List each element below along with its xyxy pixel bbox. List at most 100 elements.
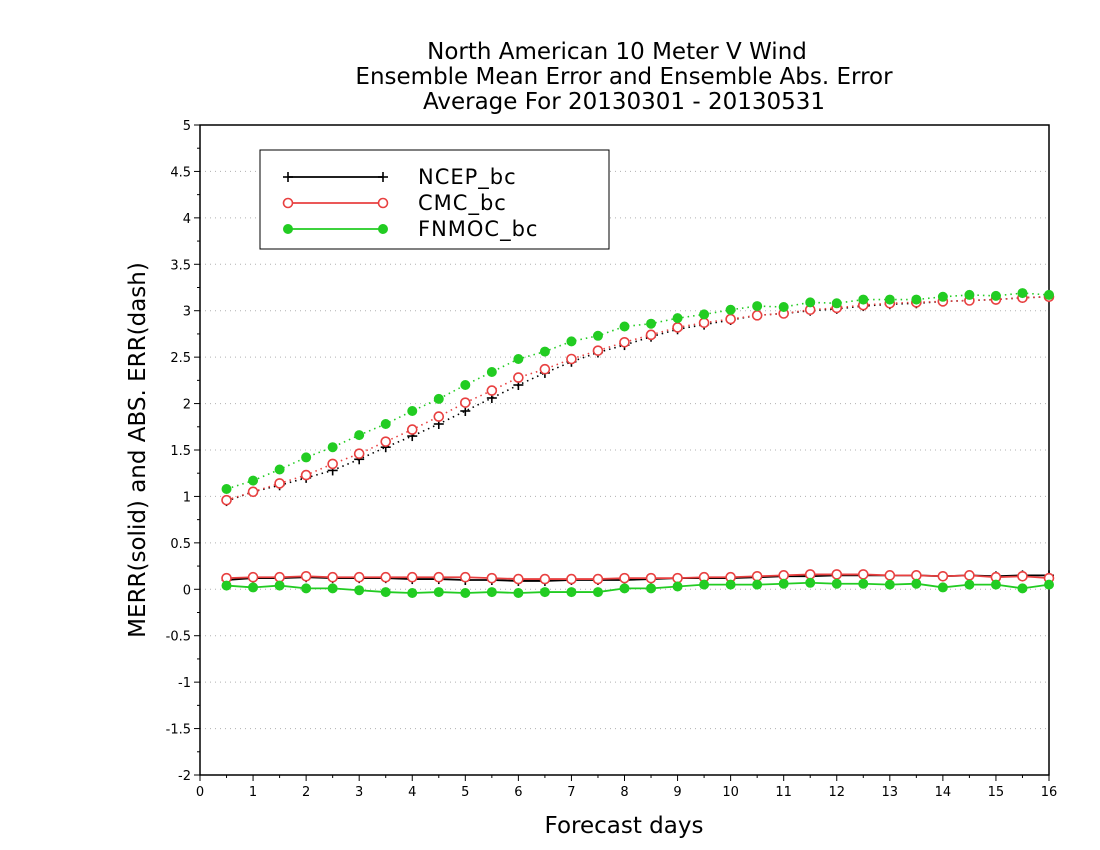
merr-point (699, 579, 710, 590)
y-tick-label: 5 (183, 119, 191, 134)
merr-point (1017, 570, 1028, 582)
legend-marker (378, 172, 388, 182)
x-tick-label: 5 (461, 785, 469, 800)
merr-point (433, 587, 444, 598)
y-tick-label: -1.5 (166, 723, 191, 738)
legend-marker (377, 197, 389, 209)
merr-point (646, 583, 657, 594)
abs-err-point (566, 336, 577, 347)
abs-err-point (354, 430, 365, 441)
x-tick-label: 11 (775, 785, 792, 800)
y-tick-label: 2.5 (170, 351, 191, 366)
merr-point (937, 582, 948, 593)
abs-err-point (513, 372, 524, 383)
legend-marker (283, 172, 293, 182)
abs-err-point (645, 329, 657, 341)
title-line-2: Ensemble Mean Error and Ensemble Abs. Er… (355, 64, 893, 90)
abs-err-point (380, 436, 392, 447)
abs-err-point (248, 475, 259, 486)
x-tick-label: 9 (673, 785, 681, 800)
merr-point (911, 570, 922, 581)
x-tick-label: 6 (514, 785, 522, 800)
abs-err-point (619, 336, 630, 348)
abs-err-point (1017, 288, 1028, 299)
merr-point (751, 570, 763, 582)
x-tick-label: 16 (1041, 785, 1058, 800)
abs-err-line (226, 295, 1050, 502)
abs-err-point (539, 346, 550, 357)
abs-err-point (221, 494, 232, 506)
merr-point (354, 585, 365, 596)
abs-err-point (486, 367, 497, 377)
abs-err-point (672, 313, 683, 324)
merr-point (725, 579, 736, 590)
series-ncep-bc (221, 291, 1054, 586)
merr-point (937, 570, 949, 582)
legend-label: NCEP_bc (418, 165, 517, 190)
legend-label: FNMOC_bc (418, 217, 538, 242)
abs-err-line (226, 295, 1050, 501)
merr-point (831, 569, 843, 580)
abs-err-point (1044, 289, 1054, 300)
merr-point (513, 573, 524, 585)
abs-err-point (486, 385, 498, 396)
abs-err-point (805, 297, 816, 308)
merr-point (407, 588, 418, 598)
y-tick-label: 2 (183, 398, 191, 413)
merr-point (539, 587, 550, 598)
merr-point (566, 573, 577, 585)
abs-err-point (937, 291, 948, 302)
merr-point (353, 571, 365, 583)
abs-err-point (592, 345, 604, 356)
abs-err-point (433, 393, 444, 404)
merr-line (226, 581, 1050, 594)
merr-point (804, 569, 816, 580)
merr-point (778, 570, 789, 581)
abs-err-point (672, 322, 683, 333)
merr-point (990, 579, 1001, 590)
title-line-1: North American 10 Meter V Wind (427, 39, 807, 65)
y-tick-label: 3 (183, 305, 191, 320)
merr-point (327, 571, 338, 583)
abs-err-point (831, 298, 842, 309)
series (221, 288, 1055, 598)
merr-point (248, 582, 259, 593)
x-tick-label: 14 (935, 785, 952, 800)
x-tick-label: 10 (722, 785, 739, 800)
merr-point (221, 580, 232, 591)
abs-err-point (327, 442, 338, 453)
title-line-3: Average For 20130301 - 20130531 (423, 89, 825, 115)
merr-point (858, 578, 869, 589)
merr-point (247, 571, 259, 583)
x-tick-label: 1 (249, 785, 257, 800)
x-tick-label: 3 (355, 785, 363, 800)
abs-err-point (433, 411, 445, 422)
merr-point (778, 578, 789, 589)
merr-point (857, 569, 869, 580)
x-tick-label: 2 (302, 785, 310, 800)
merr-point (592, 587, 603, 598)
x-tick-label: 7 (567, 785, 575, 800)
legend-label: CMC_bc (418, 191, 507, 216)
grid (200, 170, 1049, 730)
abs-err-point (990, 290, 1001, 301)
merr-point (433, 571, 445, 583)
legend-marker (283, 224, 293, 234)
merr-point (672, 581, 683, 592)
abs-err-point (698, 317, 710, 329)
y-tick-label: 3.5 (170, 258, 191, 273)
merr-point (460, 571, 471, 583)
y-tick-label: 0 (183, 583, 191, 598)
abs-err-point (407, 406, 418, 416)
legend-marker (378, 224, 388, 234)
abs-err-point (752, 301, 763, 312)
x-tick-label: 12 (828, 785, 845, 800)
merr-point (327, 583, 338, 594)
merr-point (539, 573, 551, 585)
merr-point (486, 587, 497, 598)
abs-err-point (300, 469, 312, 481)
abs-err-point (592, 330, 603, 341)
